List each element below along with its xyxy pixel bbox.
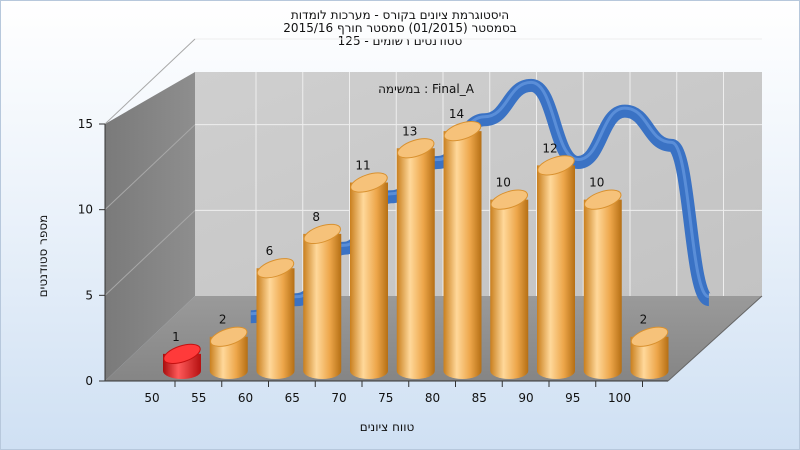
x-tick-label: 55 bbox=[191, 391, 206, 405]
bar-body bbox=[209, 336, 248, 379]
x-tick-label: 80 bbox=[425, 391, 440, 405]
bar-100 bbox=[630, 326, 669, 379]
x-tick-label: 75 bbox=[378, 391, 393, 405]
bar-body bbox=[396, 148, 435, 379]
y-tick-label: 5 bbox=[85, 288, 93, 302]
bar-body bbox=[630, 336, 669, 379]
bar-70 bbox=[350, 172, 388, 379]
bar-50 bbox=[163, 343, 201, 379]
title-line-2: בסמסטר (01/2015) סמסטר חורף 2015/16 bbox=[283, 21, 517, 35]
data-label: 12 bbox=[542, 141, 557, 155]
x-tick-label: 50 bbox=[144, 391, 159, 405]
x-tick-label: 70 bbox=[331, 391, 346, 405]
x-tick-label: 95 bbox=[565, 391, 580, 405]
trend-curve bbox=[250, 78, 713, 324]
bar-85 bbox=[490, 189, 529, 379]
bar-body bbox=[350, 182, 388, 379]
data-label: 6 bbox=[266, 244, 274, 258]
inner-series-label: במשימה : Final_A bbox=[378, 82, 475, 96]
x-tick-label: 90 bbox=[518, 391, 533, 405]
bar-body bbox=[303, 233, 342, 379]
data-label: 14 bbox=[449, 107, 464, 121]
bar-cap bbox=[490, 189, 528, 210]
data-label: 2 bbox=[219, 313, 227, 327]
bar-cap bbox=[350, 172, 388, 193]
bar-95 bbox=[583, 189, 622, 379]
data-label: 8 bbox=[312, 210, 320, 224]
gridline-wall bbox=[104, 124, 196, 211]
x-axis-title: טווח ציונים bbox=[360, 420, 415, 434]
y-tick-label: 15 bbox=[78, 117, 93, 131]
bar-cap bbox=[537, 155, 575, 176]
bar-60 bbox=[256, 258, 295, 379]
bar-55 bbox=[209, 326, 248, 379]
left-wall bbox=[105, 72, 195, 381]
bar-cap bbox=[630, 326, 669, 347]
data-label: 1 bbox=[172, 330, 180, 344]
bar-cap bbox=[210, 326, 248, 347]
bar-body bbox=[443, 131, 482, 379]
bar-cap bbox=[397, 138, 435, 159]
bar-cap bbox=[163, 343, 201, 364]
x-tick-label: 85 bbox=[472, 391, 487, 405]
bar-90 bbox=[537, 155, 575, 379]
data-label: 13 bbox=[402, 124, 417, 138]
bar-body bbox=[583, 199, 622, 379]
y-tick-label: 10 bbox=[78, 203, 93, 217]
floor-edge bbox=[667, 295, 763, 382]
data-label: 10 bbox=[589, 176, 604, 190]
bar-cap bbox=[584, 189, 622, 210]
title-line-3: סטודנטים רשומים - 125 bbox=[337, 34, 463, 48]
x-tick-label: 65 bbox=[285, 391, 300, 405]
bar-cap bbox=[256, 258, 295, 279]
title-line-1: היסטוגרמת ציונים בקורס - מערכות לומדות bbox=[290, 8, 510, 22]
bar-body bbox=[256, 268, 295, 379]
x-tick-label: 60 bbox=[238, 391, 253, 405]
data-label: 2 bbox=[640, 313, 648, 327]
gridline-wall bbox=[104, 209, 196, 296]
bar-80 bbox=[443, 121, 482, 379]
bar-75 bbox=[396, 138, 435, 379]
data-label: 10 bbox=[496, 176, 511, 190]
data-label: 11 bbox=[355, 159, 370, 173]
trend-ribbon bbox=[250, 78, 713, 324]
bar-body bbox=[490, 199, 529, 379]
bars bbox=[163, 121, 669, 379]
y-axis-title: מספר סטודנטים bbox=[36, 215, 50, 298]
y-tick-label: 0 bbox=[85, 374, 93, 388]
bar-body bbox=[537, 165, 575, 379]
bar-65 bbox=[303, 223, 342, 379]
chart-title: היסטוגרמת ציונים בקורס - מערכות לומדות ב… bbox=[0, 9, 800, 48]
x-tick-label: 100 bbox=[608, 391, 631, 405]
trend-ribbon-highlight bbox=[250, 80, 710, 316]
bar-cap bbox=[443, 121, 482, 142]
bar-cap bbox=[303, 223, 341, 245]
x-ticks: 50 55 60 65 70 75 80 85 90 95 100 bbox=[144, 381, 643, 405]
y-ticks: 0 5 10 15 bbox=[78, 117, 105, 388]
gridline-wall bbox=[104, 38, 196, 125]
